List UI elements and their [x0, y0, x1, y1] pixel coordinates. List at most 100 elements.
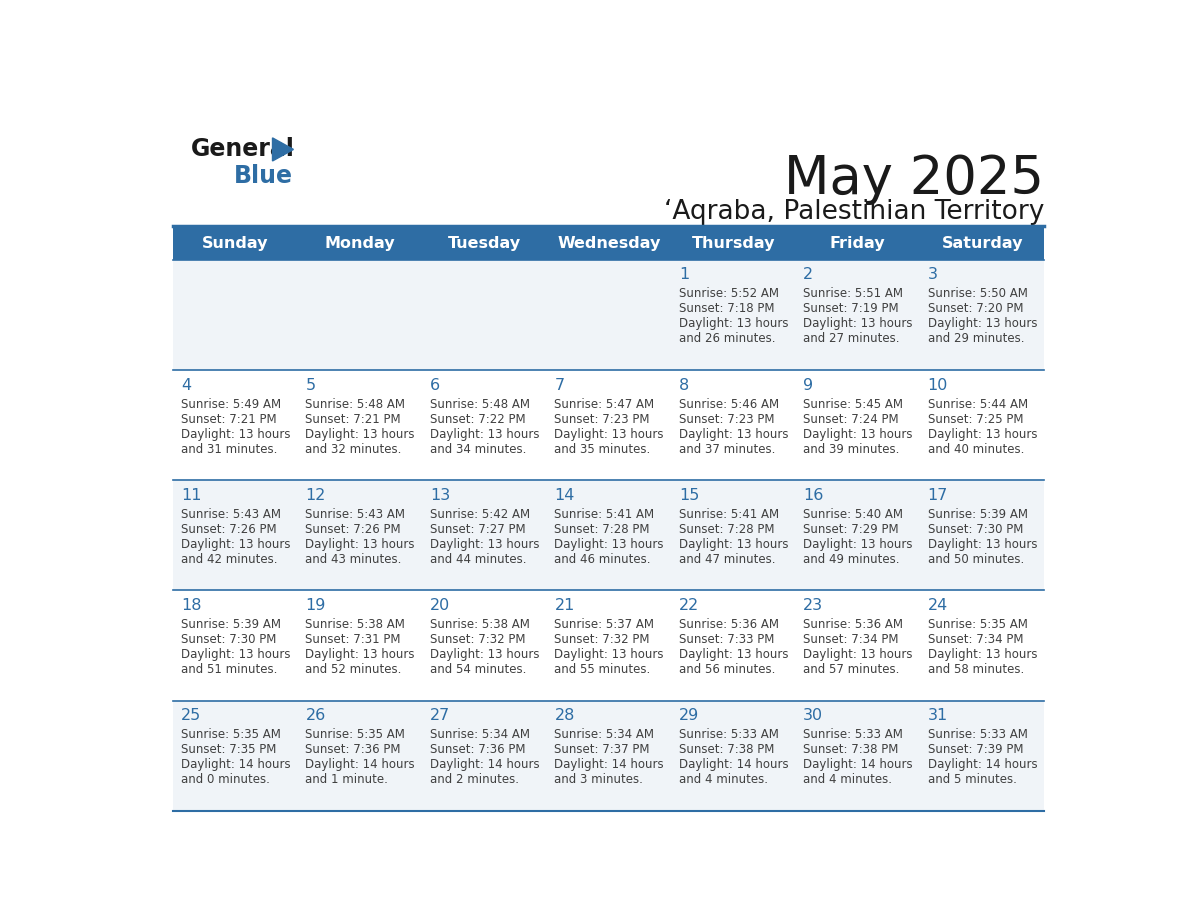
- Text: and 35 minutes.: and 35 minutes.: [555, 442, 651, 455]
- Text: Daylight: 13 hours: Daylight: 13 hours: [678, 648, 789, 661]
- Text: Daylight: 14 hours: Daylight: 14 hours: [305, 758, 415, 771]
- Text: 28: 28: [555, 709, 575, 723]
- Text: Daylight: 13 hours: Daylight: 13 hours: [803, 648, 912, 661]
- Text: Daylight: 13 hours: Daylight: 13 hours: [305, 648, 415, 661]
- Text: Daylight: 13 hours: Daylight: 13 hours: [181, 538, 291, 551]
- Text: Sunrise: 5:46 AM: Sunrise: 5:46 AM: [678, 397, 779, 410]
- Polygon shape: [272, 138, 293, 161]
- Text: Sunset: 7:22 PM: Sunset: 7:22 PM: [430, 412, 525, 426]
- Bar: [173, 700, 1044, 811]
- Text: May 2025: May 2025: [784, 152, 1044, 205]
- Text: Saturday: Saturday: [941, 236, 1023, 251]
- Text: Sunrise: 5:40 AM: Sunrise: 5:40 AM: [803, 508, 903, 521]
- Text: 4: 4: [181, 377, 191, 393]
- Text: 20: 20: [430, 598, 450, 613]
- Text: Daylight: 13 hours: Daylight: 13 hours: [555, 428, 664, 441]
- Text: Wednesday: Wednesday: [557, 236, 661, 251]
- Text: Sunset: 7:35 PM: Sunset: 7:35 PM: [181, 744, 277, 756]
- Text: 13: 13: [430, 487, 450, 503]
- Text: and 26 minutes.: and 26 minutes.: [678, 332, 776, 345]
- Text: 21: 21: [555, 598, 575, 613]
- Text: 12: 12: [305, 487, 326, 503]
- Text: and 1 minute.: and 1 minute.: [305, 773, 388, 787]
- Text: Sunrise: 5:43 AM: Sunrise: 5:43 AM: [181, 508, 282, 521]
- Text: Sunset: 7:34 PM: Sunset: 7:34 PM: [928, 633, 1023, 646]
- Text: Daylight: 13 hours: Daylight: 13 hours: [678, 538, 789, 551]
- Text: 24: 24: [928, 598, 948, 613]
- Text: Daylight: 13 hours: Daylight: 13 hours: [181, 648, 291, 661]
- Text: and 46 minutes.: and 46 minutes.: [555, 553, 651, 565]
- Text: and 4 minutes.: and 4 minutes.: [678, 773, 767, 787]
- Bar: [173, 480, 1044, 590]
- Text: 25: 25: [181, 709, 201, 723]
- Text: Daylight: 13 hours: Daylight: 13 hours: [430, 538, 539, 551]
- Text: Daylight: 14 hours: Daylight: 14 hours: [181, 758, 291, 771]
- Text: and 55 minutes.: and 55 minutes.: [555, 663, 651, 676]
- Text: and 51 minutes.: and 51 minutes.: [181, 663, 278, 676]
- Text: and 5 minutes.: and 5 minutes.: [928, 773, 1017, 787]
- Text: Sunrise: 5:38 AM: Sunrise: 5:38 AM: [430, 618, 530, 631]
- Text: and 49 minutes.: and 49 minutes.: [803, 553, 899, 565]
- Text: Sunrise: 5:34 AM: Sunrise: 5:34 AM: [430, 728, 530, 742]
- Text: Sunrise: 5:47 AM: Sunrise: 5:47 AM: [555, 397, 655, 410]
- Bar: [173, 260, 1044, 370]
- Text: and 0 minutes.: and 0 minutes.: [181, 773, 270, 787]
- Text: and 43 minutes.: and 43 minutes.: [305, 553, 402, 565]
- Text: Sunday: Sunday: [202, 236, 268, 251]
- Text: Sunrise: 5:36 AM: Sunrise: 5:36 AM: [803, 618, 903, 631]
- Text: and 52 minutes.: and 52 minutes.: [305, 663, 402, 676]
- Text: and 58 minutes.: and 58 minutes.: [928, 663, 1024, 676]
- Text: 14: 14: [555, 487, 575, 503]
- Text: Sunrise: 5:33 AM: Sunrise: 5:33 AM: [678, 728, 778, 742]
- Text: 29: 29: [678, 709, 699, 723]
- Text: and 40 minutes.: and 40 minutes.: [928, 442, 1024, 455]
- Text: 6: 6: [430, 377, 440, 393]
- Text: Monday: Monday: [324, 236, 396, 251]
- Text: Sunset: 7:36 PM: Sunset: 7:36 PM: [305, 744, 402, 756]
- Text: 15: 15: [678, 487, 700, 503]
- Text: Daylight: 13 hours: Daylight: 13 hours: [678, 428, 789, 441]
- Text: and 47 minutes.: and 47 minutes.: [678, 553, 776, 565]
- Text: and 50 minutes.: and 50 minutes.: [928, 553, 1024, 565]
- Text: Sunset: 7:23 PM: Sunset: 7:23 PM: [555, 412, 650, 426]
- Text: Daylight: 14 hours: Daylight: 14 hours: [430, 758, 539, 771]
- Bar: [173, 370, 1044, 480]
- Text: Sunrise: 5:50 AM: Sunrise: 5:50 AM: [928, 287, 1028, 300]
- Text: and 56 minutes.: and 56 minutes.: [678, 663, 776, 676]
- Text: 5: 5: [305, 377, 316, 393]
- Text: Thursday: Thursday: [691, 236, 775, 251]
- Text: Sunset: 7:28 PM: Sunset: 7:28 PM: [555, 523, 650, 536]
- Bar: [173, 590, 1044, 700]
- Text: and 2 minutes.: and 2 minutes.: [430, 773, 519, 787]
- Text: Daylight: 14 hours: Daylight: 14 hours: [555, 758, 664, 771]
- Text: Sunset: 7:24 PM: Sunset: 7:24 PM: [803, 412, 899, 426]
- Text: and 29 minutes.: and 29 minutes.: [928, 332, 1024, 345]
- Text: Tuesday: Tuesday: [448, 236, 522, 251]
- Text: Blue: Blue: [234, 164, 292, 188]
- Text: Sunrise: 5:39 AM: Sunrise: 5:39 AM: [181, 618, 282, 631]
- Text: 7: 7: [555, 377, 564, 393]
- Text: Sunrise: 5:35 AM: Sunrise: 5:35 AM: [305, 728, 405, 742]
- Text: Daylight: 13 hours: Daylight: 13 hours: [803, 538, 912, 551]
- Text: 17: 17: [928, 487, 948, 503]
- Text: Sunrise: 5:41 AM: Sunrise: 5:41 AM: [678, 508, 779, 521]
- Text: 19: 19: [305, 598, 326, 613]
- Text: Sunset: 7:31 PM: Sunset: 7:31 PM: [305, 633, 402, 646]
- Text: 9: 9: [803, 377, 814, 393]
- Text: and 34 minutes.: and 34 minutes.: [430, 442, 526, 455]
- Text: Sunset: 7:39 PM: Sunset: 7:39 PM: [928, 744, 1023, 756]
- Text: Sunrise: 5:41 AM: Sunrise: 5:41 AM: [555, 508, 655, 521]
- Text: and 39 minutes.: and 39 minutes.: [803, 442, 899, 455]
- Text: Daylight: 14 hours: Daylight: 14 hours: [678, 758, 789, 771]
- Text: Sunset: 7:18 PM: Sunset: 7:18 PM: [678, 302, 775, 315]
- Text: 16: 16: [803, 487, 823, 503]
- Text: Sunset: 7:33 PM: Sunset: 7:33 PM: [678, 633, 775, 646]
- Text: 1: 1: [678, 267, 689, 282]
- Text: 30: 30: [803, 709, 823, 723]
- Text: and 27 minutes.: and 27 minutes.: [803, 332, 899, 345]
- Text: 26: 26: [305, 709, 326, 723]
- Text: Sunset: 7:28 PM: Sunset: 7:28 PM: [678, 523, 775, 536]
- Text: ‘Aqraba, Palestinian Territory: ‘Aqraba, Palestinian Territory: [664, 198, 1044, 225]
- Text: Daylight: 13 hours: Daylight: 13 hours: [928, 648, 1037, 661]
- Text: and 32 minutes.: and 32 minutes.: [305, 442, 402, 455]
